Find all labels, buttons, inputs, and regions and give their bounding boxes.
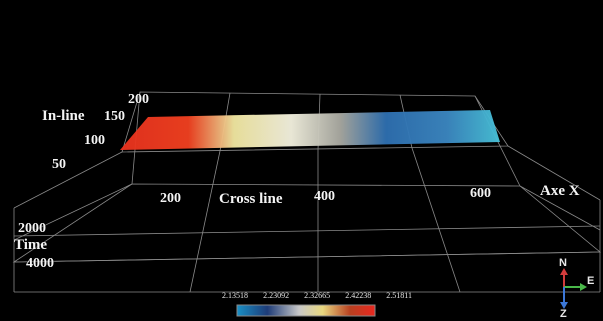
grid-line: [519, 185, 601, 231]
inline-tick-50: 50: [52, 157, 66, 172]
bounding-box-grid: [12, 91, 602, 293]
attribute-surface[interactable]: [120, 110, 500, 150]
colorbar-label: 2.32665: [304, 291, 331, 300]
colorbar-labels: 2.13518 2.23092 2.32665 2.42238 2.51811: [222, 292, 412, 300]
inline-tick-150: 150: [104, 109, 125, 124]
inline-axis-label: In-line: [42, 108, 85, 124]
colorbar-gradient: [236, 304, 376, 317]
inline-tick-100: 100: [84, 133, 105, 148]
crossline-tick-600: 600: [470, 186, 491, 201]
crossline-tick-200: 200: [160, 191, 181, 206]
grid-line: [13, 225, 601, 237]
grid-line: [13, 151, 123, 209]
grid-line: [13, 183, 133, 241]
crossline-tick-400: 400: [314, 189, 335, 204]
time-axis-label: Time: [14, 237, 48, 253]
grid-line: [189, 150, 221, 293]
colorbar-label: 2.13518: [222, 291, 248, 300]
grid-line: [507, 145, 601, 201]
colorbar-label: 2.51811: [386, 291, 412, 300]
inline-tick-200: 200: [128, 92, 149, 107]
crossline-axis-label: Cross line: [219, 191, 283, 207]
compass-east-label: E: [587, 275, 595, 287]
compass-north-label: N: [559, 257, 567, 269]
time-tick-2000: 2000: [18, 221, 46, 236]
time-tick-4000: 4000: [26, 256, 54, 271]
axe-x-label: Axe X: [540, 183, 580, 199]
colorbar-label: 2.42238: [345, 291, 372, 300]
colorbar-label: 2.23092: [263, 291, 290, 300]
orientation-compass: [560, 268, 587, 309]
compass-z-label: Z: [560, 308, 567, 320]
grid-line: [411, 147, 461, 293]
grid-line: [13, 251, 601, 263]
